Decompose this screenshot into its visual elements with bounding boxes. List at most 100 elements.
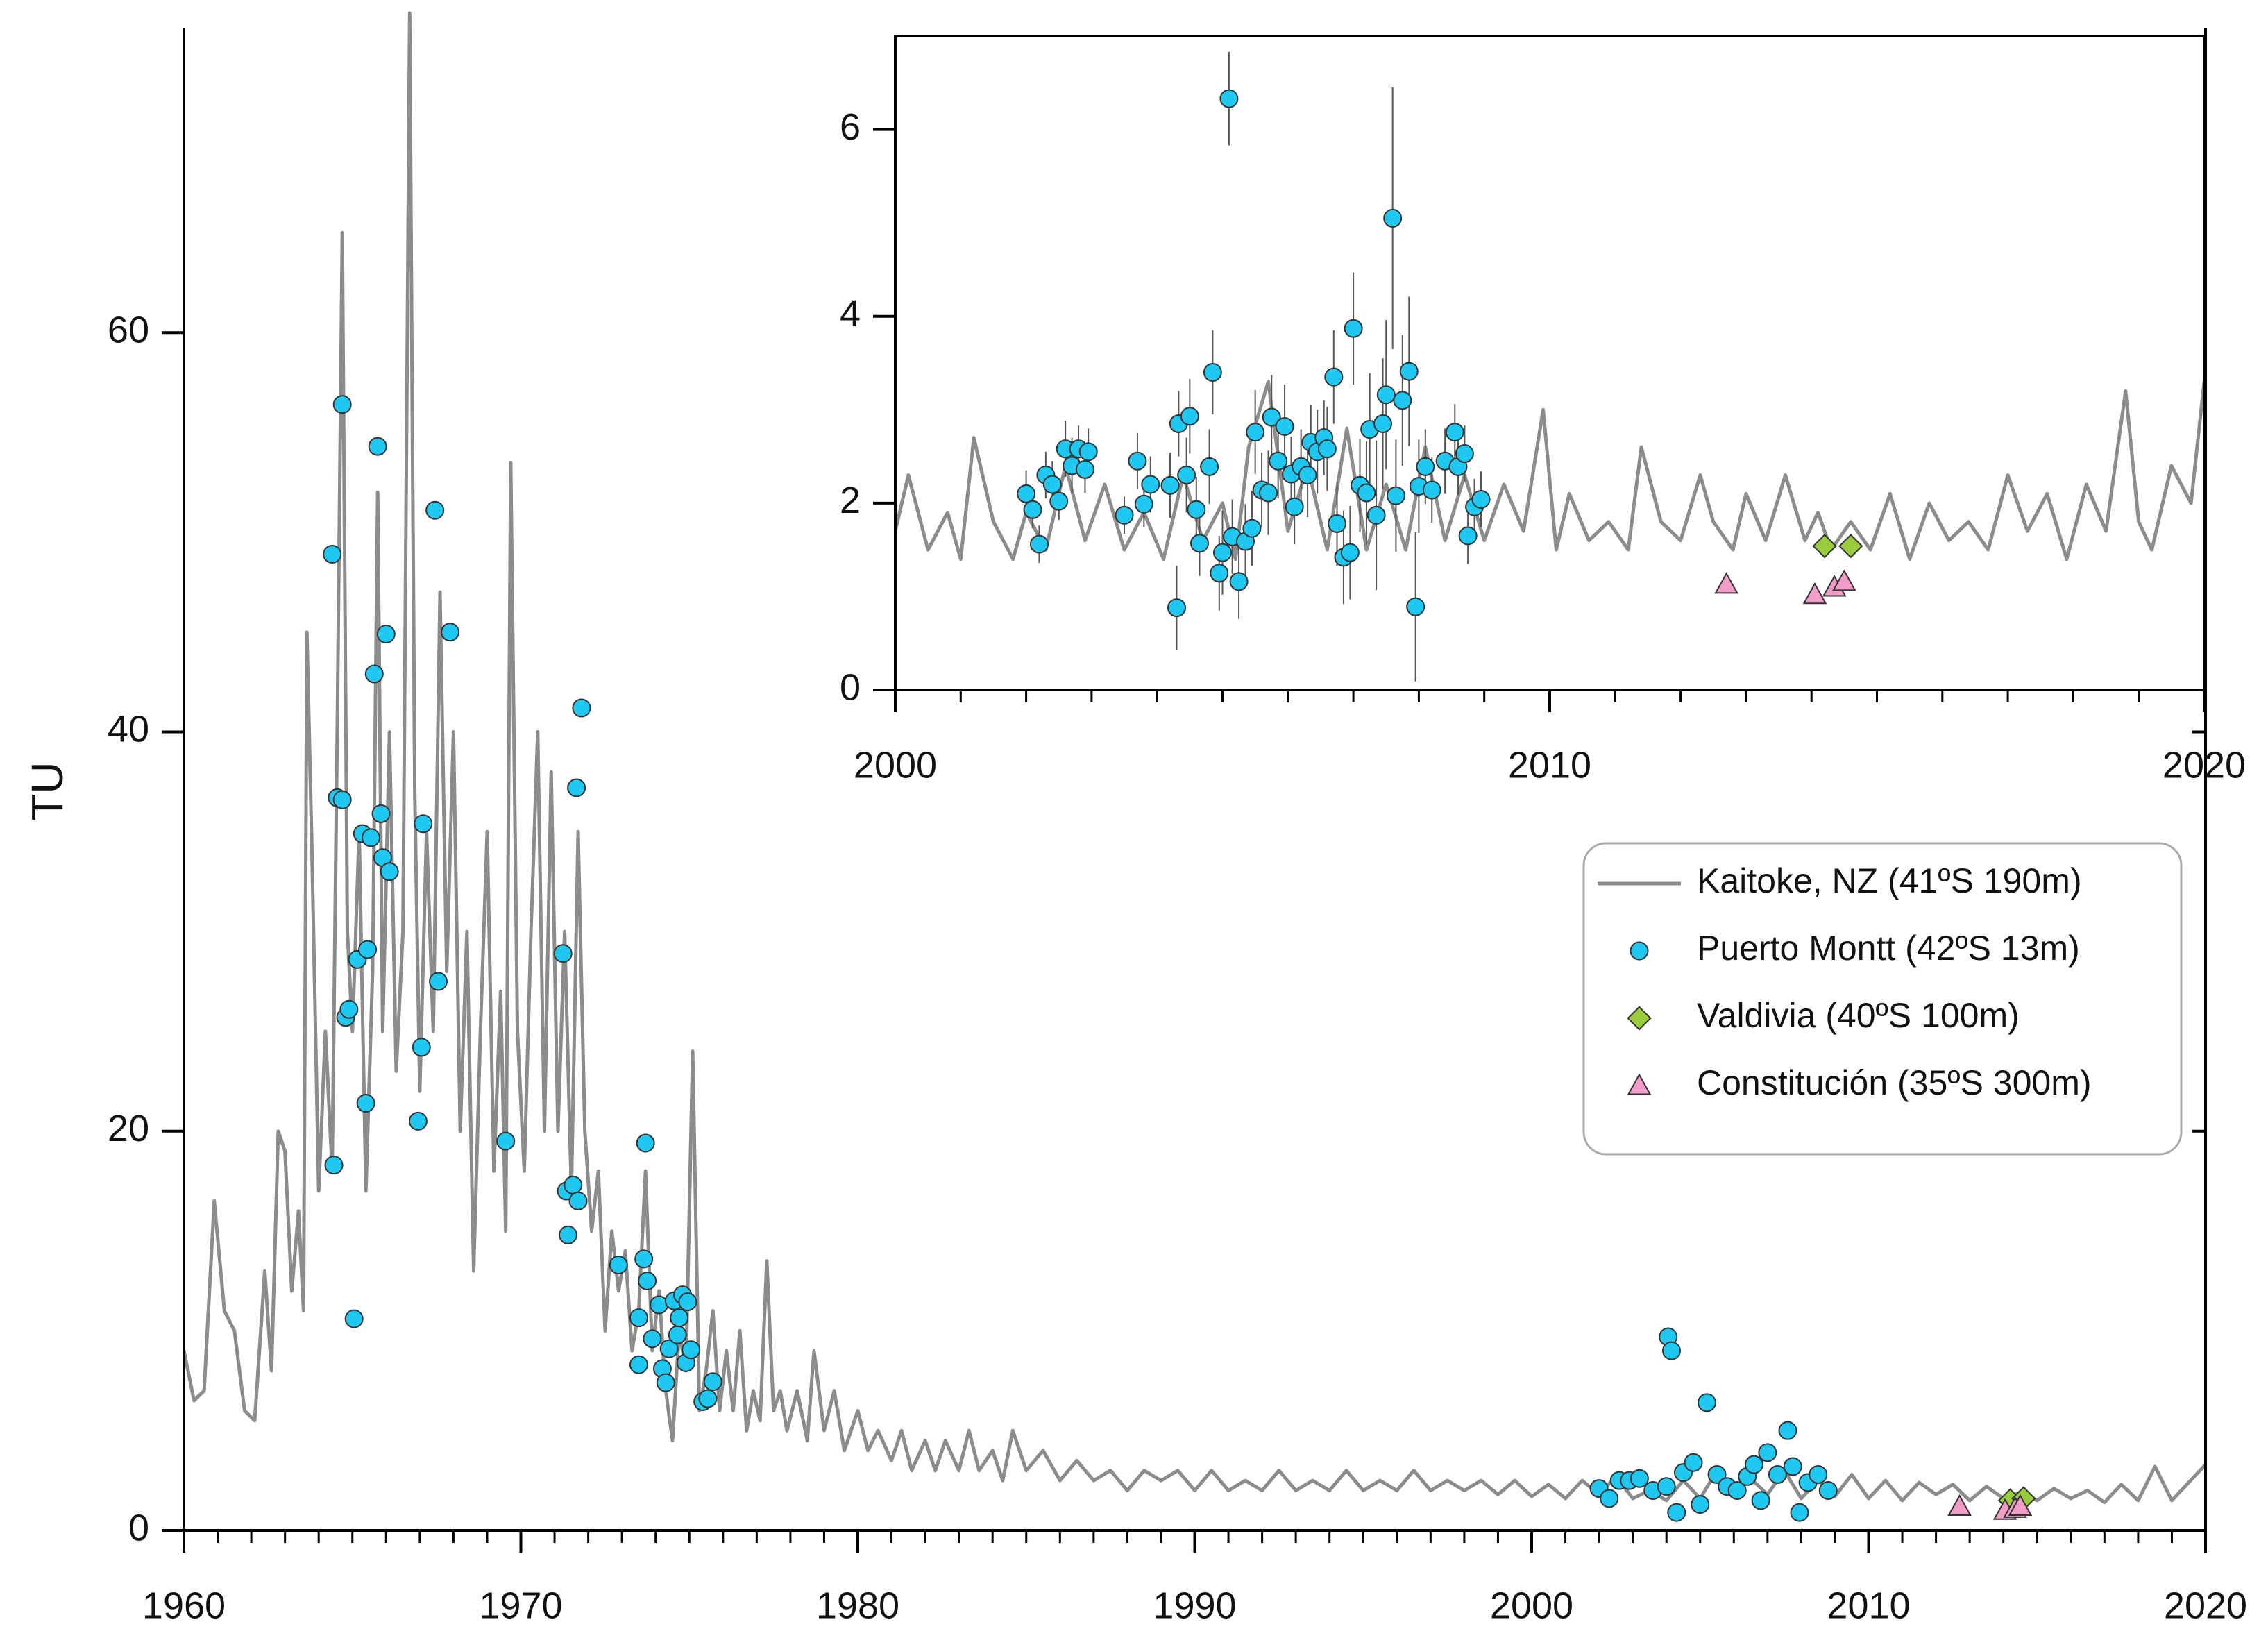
point [1200, 457, 1219, 476]
point [1744, 1455, 1763, 1474]
series-line [895, 380, 2204, 562]
point [1445, 423, 1464, 442]
point [1393, 391, 1412, 410]
point [1203, 362, 1222, 382]
point [1017, 484, 1036, 503]
point [1340, 543, 1360, 562]
point [1242, 518, 1262, 538]
point [324, 1156, 344, 1175]
point [1697, 1393, 1716, 1412]
point [1667, 1503, 1686, 1522]
point [344, 1309, 364, 1328]
point [332, 790, 352, 809]
point [1298, 465, 1317, 484]
legend-swatch [1627, 1006, 1652, 1031]
point [1657, 1477, 1676, 1496]
point [356, 1093, 375, 1113]
point [368, 437, 387, 456]
plot-area [895, 36, 2204, 690]
point [412, 1038, 431, 1057]
point [1383, 208, 1403, 228]
point [1838, 534, 1863, 559]
point [1684, 1453, 1703, 1472]
point [553, 944, 573, 963]
y-tick-label: 60 [108, 309, 149, 351]
point [1210, 564, 1229, 583]
point [1373, 414, 1393, 433]
x-tick-label: 1970 [479, 1585, 562, 1626]
point [1259, 483, 1278, 503]
point [1790, 1503, 1809, 1522]
point [678, 1292, 697, 1312]
x-tick-label: 2010 [1508, 744, 1591, 786]
point [609, 1255, 628, 1274]
point [1471, 489, 1491, 509]
point [1778, 1421, 1797, 1440]
point [429, 972, 448, 991]
point [361, 828, 380, 847]
point [1134, 494, 1153, 514]
x-tick-label: 1980 [816, 1585, 899, 1626]
point [1707, 1464, 1727, 1484]
point [1187, 500, 1206, 519]
point [1386, 486, 1405, 505]
legend-label: Puerto Montt (42ºS 13m) [1697, 929, 2080, 968]
point [1406, 597, 1425, 616]
point [1275, 417, 1294, 437]
point [1802, 582, 1827, 605]
point [1160, 475, 1180, 495]
point [1630, 1469, 1649, 1488]
point [656, 1373, 675, 1392]
point [1768, 1464, 1787, 1484]
point [1832, 569, 1856, 591]
point [1366, 505, 1386, 525]
point [408, 1111, 428, 1131]
point [1324, 367, 1344, 387]
point [1947, 1494, 1972, 1516]
point [572, 698, 591, 718]
y-tick-label: 40 [108, 709, 149, 750]
y-tick-label: 0 [840, 666, 861, 708]
point [380, 862, 399, 881]
y-tick-label: 20 [108, 1108, 149, 1149]
point [1600, 1489, 1619, 1508]
series-line [184, 11, 2206, 1505]
point [1078, 442, 1098, 462]
point [1042, 475, 1062, 494]
point [1809, 1464, 1828, 1484]
x-tick-label: 1960 [142, 1585, 226, 1626]
point [371, 804, 391, 823]
point [1180, 407, 1199, 426]
point [1376, 385, 1396, 405]
point [568, 1191, 588, 1210]
point [1285, 497, 1304, 516]
point [1455, 444, 1474, 464]
point [1783, 1457, 1802, 1476]
y-axis-label: TU [22, 761, 72, 820]
point [1115, 505, 1134, 525]
legend-swatch [1630, 941, 1649, 961]
point [634, 1249, 654, 1269]
point [703, 1372, 722, 1392]
point [682, 1340, 701, 1360]
point [659, 1339, 679, 1358]
legend-label: Constitución (35ºS 300m) [1697, 1063, 2092, 1102]
x-tick-label: 1990 [1153, 1585, 1236, 1626]
point [1818, 1480, 1838, 1500]
point [1714, 572, 1738, 594]
point [496, 1131, 516, 1151]
point [564, 1175, 583, 1194]
point [1262, 407, 1281, 427]
point [558, 1225, 577, 1244]
point [567, 778, 586, 797]
point [1141, 475, 1160, 494]
point [1357, 483, 1376, 503]
point [643, 1329, 662, 1349]
point [2008, 1494, 2033, 1516]
point [414, 814, 433, 834]
point [668, 1325, 687, 1344]
legend-label: Valdivia (40ºS 100m) [1697, 996, 2020, 1035]
x-tick-label: 2020 [2163, 744, 2246, 786]
point [1691, 1495, 1710, 1514]
